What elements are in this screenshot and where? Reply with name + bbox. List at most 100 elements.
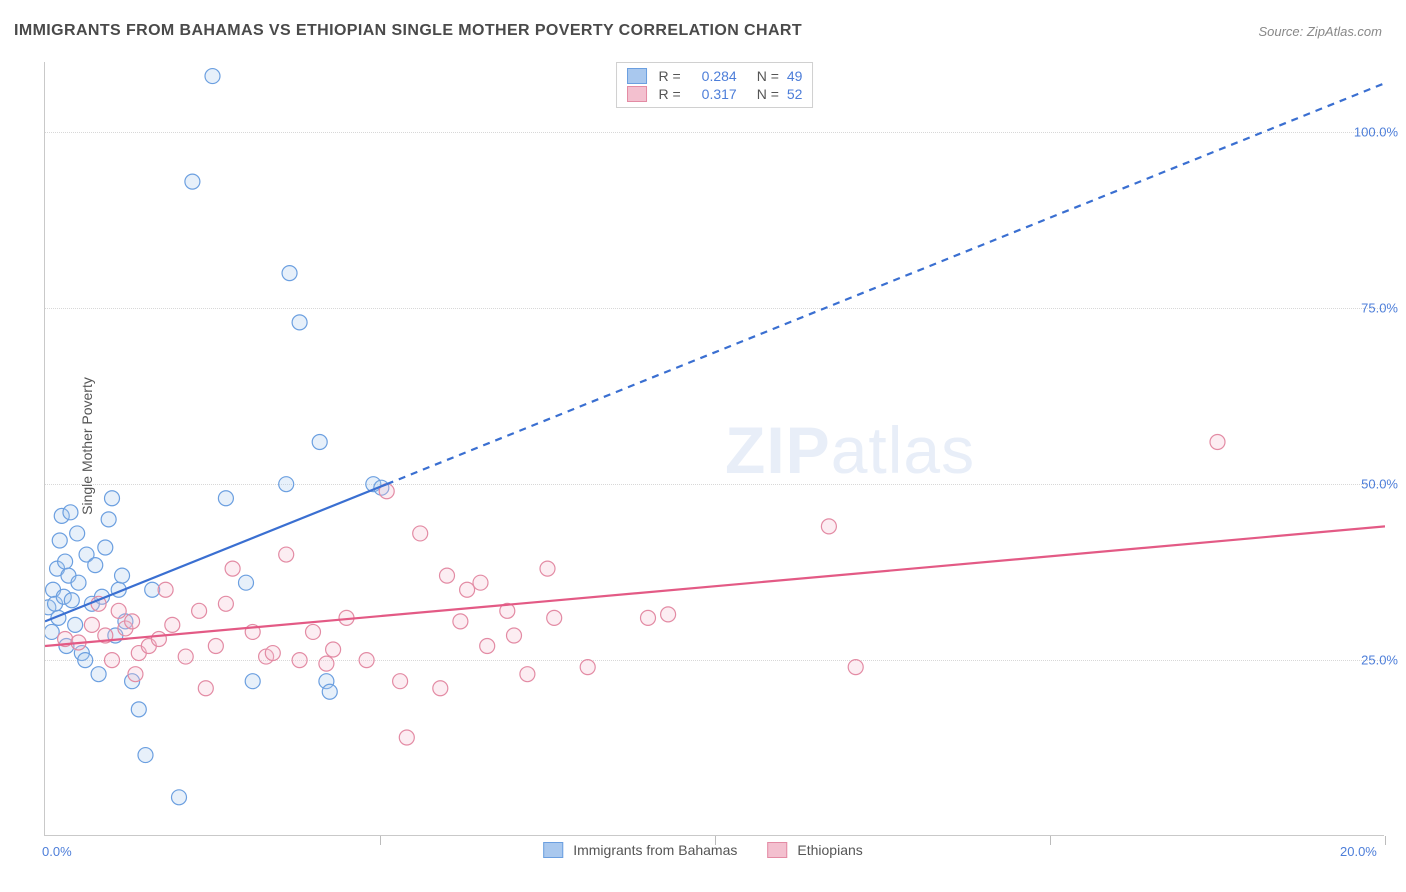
scatter-point <box>480 639 495 654</box>
y-tick-label: 75.0% <box>1361 301 1398 316</box>
scatter-point <box>265 646 280 661</box>
x-axis-right-label: 20.0% <box>1340 844 1377 859</box>
scatter-point <box>131 702 146 717</box>
legend-label-1: Immigrants from Bahamas <box>573 842 737 858</box>
scatter-point <box>292 653 307 668</box>
scatter-point <box>218 596 233 611</box>
scatter-point <box>306 624 321 639</box>
scatter-point <box>507 628 522 643</box>
scatter-point <box>58 554 73 569</box>
scatter-point <box>540 561 555 576</box>
scatter-point <box>78 653 93 668</box>
scatter-point <box>105 491 120 506</box>
legend-swatch-pink <box>627 86 647 102</box>
scatter-point <box>208 639 223 654</box>
scatter-point <box>70 526 85 541</box>
scatter-point <box>158 582 173 597</box>
scatter-point <box>279 547 294 562</box>
scatter-point <box>239 575 254 590</box>
scatter-point <box>326 642 341 657</box>
legend-swatch-blue <box>627 68 647 84</box>
scatter-point <box>98 540 113 555</box>
scatter-point <box>115 568 130 583</box>
trend-line <box>387 83 1385 484</box>
legend-item-1: Immigrants from Bahamas <box>543 842 737 858</box>
correlation-legend: R = 0.284 N = 49 R = 0.317 N = 52 <box>616 62 814 108</box>
scatter-point <box>453 614 468 629</box>
y-tick-label: 25.0% <box>1361 653 1398 668</box>
scatter-point <box>312 434 327 449</box>
scatter-point <box>661 607 676 622</box>
scatter-point <box>473 575 488 590</box>
scatter-point <box>322 684 337 699</box>
trend-line <box>45 484 387 621</box>
plot-svg <box>45 62 1385 836</box>
scatter-point <box>71 575 86 590</box>
source-attribution: Source: ZipAtlas.com <box>1258 24 1382 39</box>
scatter-point <box>165 617 180 632</box>
scatter-point <box>225 561 240 576</box>
scatter-point <box>128 667 143 682</box>
scatter-point <box>45 624 59 639</box>
scatter-point <box>111 603 126 618</box>
x-tick <box>1385 836 1386 845</box>
scatter-point <box>63 505 78 520</box>
scatter-point <box>84 617 99 632</box>
legend-swatch-2 <box>767 842 787 858</box>
scatter-point <box>440 568 455 583</box>
scatter-point <box>413 526 428 541</box>
scatter-point <box>393 674 408 689</box>
scatter-point <box>125 614 140 629</box>
scatter-point <box>198 681 213 696</box>
scatter-point <box>460 582 475 597</box>
scatter-point <box>359 653 374 668</box>
r-value-2: 0.317 <box>689 86 737 102</box>
scatter-point <box>91 667 106 682</box>
scatter-point <box>185 174 200 189</box>
scatter-point <box>245 674 260 689</box>
n-value-2: 52 <box>787 86 803 102</box>
scatter-point <box>1210 434 1225 449</box>
r-value-1: 0.284 <box>689 68 737 84</box>
scatter-point <box>319 656 334 671</box>
scatter-point <box>205 69 220 84</box>
scatter-point <box>292 315 307 330</box>
scatter-point <box>192 603 207 618</box>
scatter-point <box>433 681 448 696</box>
legend-row-series-2: R = 0.317 N = 52 <box>627 85 803 103</box>
n-label-1: N = <box>757 68 779 84</box>
scatter-point <box>821 519 836 534</box>
y-tick-label: 50.0% <box>1361 477 1398 492</box>
x-axis-left-label: 0.0% <box>42 844 72 859</box>
scatter-point <box>64 593 79 608</box>
x-tick <box>1050 836 1051 845</box>
scatter-point <box>145 582 160 597</box>
plot-area: ZIPatlas R = 0.284 N = 49 R = 0.317 N = … <box>44 62 1384 836</box>
source-label: Source: <box>1258 24 1306 39</box>
n-value-1: 49 <box>787 68 803 84</box>
n-label-2: N = <box>757 86 779 102</box>
x-tick <box>380 836 381 845</box>
r-label-1: R = <box>659 68 681 84</box>
source-value: ZipAtlas.com <box>1307 24 1382 39</box>
chart-container: IMMIGRANTS FROM BAHAMAS VS ETHIOPIAN SIN… <box>0 0 1406 892</box>
legend-swatch-1 <box>543 842 563 858</box>
y-tick-label: 100.0% <box>1354 125 1398 140</box>
scatter-point <box>580 660 595 675</box>
scatter-point <box>151 631 166 646</box>
scatter-point <box>282 266 297 281</box>
scatter-point <box>105 653 120 668</box>
legend-row-series-1: R = 0.284 N = 49 <box>627 67 803 85</box>
scatter-point <box>399 730 414 745</box>
scatter-point <box>218 491 233 506</box>
scatter-point <box>172 790 187 805</box>
scatter-point <box>101 512 116 527</box>
scatter-point <box>88 558 103 573</box>
scatter-point <box>138 748 153 763</box>
series-legend: Immigrants from Bahamas Ethiopians <box>543 842 863 858</box>
scatter-point <box>178 649 193 664</box>
scatter-point <box>848 660 863 675</box>
scatter-point <box>279 477 294 492</box>
legend-item-2: Ethiopians <box>767 842 862 858</box>
chart-title: IMMIGRANTS FROM BAHAMAS VS ETHIOPIAN SIN… <box>14 22 802 40</box>
